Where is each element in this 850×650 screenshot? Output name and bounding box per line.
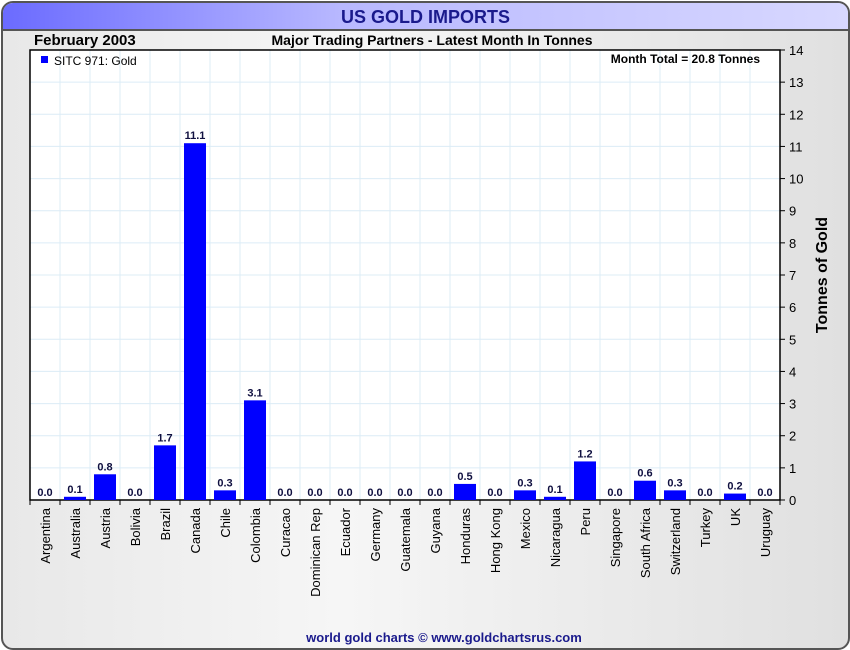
x-tick-label: Dominican Rep — [308, 508, 323, 597]
y-tick-label: 8 — [789, 236, 796, 251]
data-label: 0.0 — [37, 487, 52, 499]
data-label: 0.8 — [97, 461, 112, 473]
bar — [244, 400, 266, 500]
data-label: 0.0 — [607, 487, 622, 499]
data-label: 1.2 — [577, 448, 592, 460]
data-label: 0.0 — [427, 487, 442, 499]
y-tick-label: 11 — [789, 139, 803, 154]
data-label: 0.0 — [367, 487, 382, 499]
data-label: 0.3 — [517, 477, 532, 489]
x-tick-label: Brazil — [158, 508, 173, 541]
bar — [454, 483, 476, 500]
data-label: 11.1 — [185, 130, 206, 142]
bar — [634, 480, 656, 500]
x-tick-label: Hong Kong — [488, 508, 503, 573]
bar — [64, 496, 86, 500]
data-label: 0.2 — [727, 481, 742, 493]
y-tick-label: 13 — [789, 75, 803, 90]
chart-subtitle: Major Trading Partners - Latest Month In… — [272, 32, 593, 48]
x-tick-label: Guyana — [428, 507, 443, 553]
y-tick-label: 10 — [789, 172, 803, 187]
y-tick-label: 4 — [789, 364, 796, 379]
bar — [574, 461, 596, 500]
y-tick-label: 12 — [789, 107, 803, 122]
data-label: 0.5 — [457, 471, 472, 483]
y-tick-label: 9 — [789, 204, 796, 219]
bar — [514, 490, 536, 500]
data-label: 0.0 — [277, 487, 292, 499]
x-tick-label: Australia — [68, 507, 83, 558]
bar — [724, 493, 746, 500]
y-axis-label: Tonnes of Gold — [814, 217, 831, 333]
data-label: 0.6 — [637, 468, 652, 480]
x-tick-label: Chile — [218, 508, 233, 538]
data-label: 0.0 — [697, 487, 712, 499]
footer-credit: world gold charts © www.goldchartsrus.co… — [305, 630, 582, 645]
title-bar: US GOLD IMPORTS — [3, 3, 848, 31]
y-tick-label: 1 — [789, 461, 796, 476]
data-label: 0.3 — [217, 477, 232, 489]
x-tick-label: Colombia — [248, 507, 263, 563]
bar — [184, 143, 206, 500]
y-tick-label: 5 — [789, 332, 796, 347]
y-tick-label: 0 — [789, 493, 796, 508]
x-tick-label: Mexico — [518, 508, 533, 549]
x-tick-label: Ecuador — [338, 507, 353, 556]
x-tick-label: Argentina — [38, 507, 53, 563]
legend-swatch — [41, 56, 48, 63]
data-label: 0.0 — [127, 487, 142, 499]
y-tick-label: 14 — [789, 43, 803, 58]
x-tick-label: Honduras — [458, 508, 473, 565]
x-tick-label: Curacao — [278, 508, 293, 557]
x-tick-label: Singapore — [608, 508, 623, 567]
data-label: 0.0 — [487, 487, 502, 499]
x-tick-label: Bolivia — [128, 507, 143, 546]
data-label: 0.0 — [757, 487, 772, 499]
x-tick-label: South Africa — [638, 507, 653, 578]
data-label: 0.1 — [547, 484, 562, 496]
date-label: February 2003 — [34, 32, 136, 49]
x-tick-label: Uruguay — [758, 508, 773, 558]
x-tick-label: Guatemala — [398, 507, 413, 571]
y-tick-label: 6 — [789, 300, 796, 315]
chart-title: US GOLD IMPORTS — [340, 7, 510, 27]
bar — [544, 496, 566, 500]
x-tick-label: UK — [728, 508, 743, 526]
x-tick-label: Switzerland — [668, 508, 683, 575]
y-tick-label: 2 — [789, 429, 796, 444]
legend-label: SITC 971: Gold — [54, 54, 137, 68]
x-tick-label: Germany — [368, 508, 383, 562]
bar — [154, 445, 176, 500]
x-tick-label: Turkey — [698, 508, 713, 548]
data-label: 3.1 — [247, 387, 262, 399]
bar — [214, 490, 236, 500]
data-label: 0.3 — [667, 477, 682, 489]
data-label: 0.0 — [307, 487, 322, 499]
y-tick-label: 7 — [789, 268, 796, 283]
bar — [94, 474, 116, 500]
data-label: 0.1 — [67, 484, 82, 496]
x-tick-label: Peru — [578, 508, 593, 535]
x-tick-label: Austria — [98, 507, 113, 548]
month-total-annotation: Month Total = 20.8 Tonnes — [611, 52, 761, 66]
x-tick-label: Nicaragua — [548, 507, 563, 567]
x-tick-label: Canada — [188, 507, 203, 553]
bar — [664, 490, 686, 500]
data-label: 0.0 — [397, 487, 412, 499]
data-label: 0.0 — [337, 487, 352, 499]
y-tick-label: 3 — [789, 397, 796, 412]
data-label: 1.7 — [157, 432, 172, 444]
